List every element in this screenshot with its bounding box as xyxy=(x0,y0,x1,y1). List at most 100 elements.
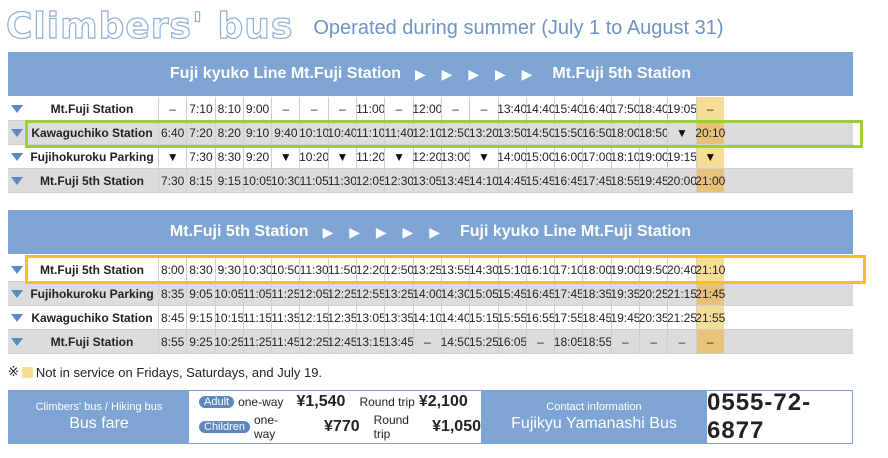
highlight-swatch xyxy=(21,366,33,378)
time-cell: 21:10 xyxy=(695,258,725,281)
time-cell: ▼ xyxy=(327,145,356,168)
time-cell: 18:00 xyxy=(582,258,612,281)
fare-footer: Climbers' bus / Hiking bus Bus fare Adul… xyxy=(8,389,853,444)
time-cell: 21:00 xyxy=(695,169,725,192)
time-cell: 12:00 xyxy=(412,97,442,120)
fare-title-block: Climbers' bus / Hiking bus Bus fare xyxy=(9,391,189,443)
time-cell: 12:05 xyxy=(299,282,329,305)
table-row: Kawaguchiko Station 6:40 7:20 8:20 9:10 9:40 1… xyxy=(8,121,853,145)
time-cell: 12:35 xyxy=(327,306,357,329)
time-cell: 12:55 xyxy=(356,282,386,305)
time-cell: 14:50 xyxy=(526,121,556,144)
station-name: Mt.Fuji Station xyxy=(26,330,158,353)
time-cell: 12:50 xyxy=(384,258,414,281)
time-cell: – xyxy=(469,97,497,120)
time-cell: 20:40 xyxy=(667,258,697,281)
time-cell: – xyxy=(271,97,299,120)
time-cell: 7:10 xyxy=(186,97,214,120)
time-cell: 18:55 xyxy=(610,169,640,192)
time-cell: 15:45 xyxy=(526,169,556,192)
station-name: Mt.Fuji 5th Station xyxy=(26,258,158,281)
time-cell: 11:10 xyxy=(356,121,385,144)
station-name: Fujihokuroku Parking xyxy=(26,282,158,305)
route-from: Fuji kyuko Line Mt.Fuji Station xyxy=(169,65,402,82)
time-cell: 14:40 xyxy=(526,97,556,120)
time-cell: 13:55 xyxy=(441,258,471,281)
time-cell: 14:10 xyxy=(469,169,499,192)
time-cell: 11:50 xyxy=(327,258,357,281)
time-cell: 14:00 xyxy=(412,282,442,305)
time-cell: 14:30 xyxy=(469,258,499,281)
time-cell: 10:25 xyxy=(214,330,244,353)
triangle-down-icon xyxy=(8,169,26,192)
time-cell: 15:55 xyxy=(497,306,527,329)
time-cell: 16:45 xyxy=(554,169,584,192)
time-cell: 9:40 xyxy=(271,121,299,144)
time-cell: 12:30 xyxy=(384,169,414,192)
time-cell: 18:45 xyxy=(582,306,612,329)
uphill-timetable: Mt.Fuji Station –7:10 8:10 9:00– – –11:00–12:… xyxy=(8,97,853,193)
time-cell: 18:50 xyxy=(639,121,669,144)
time-cell: 8:30 xyxy=(186,258,214,281)
adult-round-price: ¥2,100 xyxy=(418,393,468,410)
time-cell: 9:25 xyxy=(186,330,214,353)
children-oneway-price: ¥770 xyxy=(324,418,360,435)
time-cell: 19:35 xyxy=(610,282,640,305)
time-cell: 16:50 xyxy=(582,121,612,144)
time-cell: 19:45 xyxy=(610,306,640,329)
time-cell: – xyxy=(299,97,327,120)
time-cell: 17:45 xyxy=(554,282,584,305)
time-cell: 20:25 xyxy=(639,282,669,305)
station-name: Kawaguchiko Station xyxy=(26,121,158,144)
time-cell: ▼ xyxy=(384,145,412,168)
round-label: Round trip xyxy=(359,395,415,409)
time-cell: 8:30 xyxy=(214,145,243,168)
time-cell: 12:25 xyxy=(299,330,329,353)
fare-big-label: Bus fare xyxy=(69,415,129,432)
time-cell: – xyxy=(158,97,186,120)
service-note: ※ Not in service on Fridays, Saturdays, … xyxy=(8,364,322,380)
time-cell: – xyxy=(525,330,554,353)
time-cell: 16:00 xyxy=(554,145,584,168)
time-cell: 15:40 xyxy=(554,97,584,120)
time-cell: 9:15 xyxy=(186,306,214,329)
triangle-down-icon xyxy=(8,330,26,353)
time-cell: 16:45 xyxy=(526,282,556,305)
time-cell: 7:20 xyxy=(186,121,214,144)
time-cell: 12:20 xyxy=(412,145,442,168)
highlight-5th-station-box xyxy=(25,255,866,284)
time-cell: 10:30 xyxy=(243,258,273,281)
adult-badge: Adult xyxy=(199,396,235,408)
time-cell: – xyxy=(412,330,441,353)
time-cell: 13:05 xyxy=(412,169,442,192)
contact-company: Fujikyu Yamanashi Bus xyxy=(511,415,677,432)
contact-block: Contact information Fujikyu Yamanashi Bu… xyxy=(481,391,707,443)
time-cell: 19:05 xyxy=(667,97,697,120)
time-cell: 18:55 xyxy=(582,330,612,353)
time-cell: 21:45 xyxy=(695,282,725,305)
children-badge: Children xyxy=(199,421,250,433)
time-cell: – xyxy=(695,330,724,353)
time-cell: 10:10 xyxy=(299,121,329,144)
time-cell: 10:15 xyxy=(214,306,244,329)
time-cell: 10:40 xyxy=(327,121,357,144)
table-row: Mt.Fuji Station –7:10 8:10 9:00– – –11:00–12:… xyxy=(8,97,853,121)
time-cell: 10:05 xyxy=(214,282,244,305)
time-cell: 12:45 xyxy=(327,330,357,353)
fare-prices: Adult one-way ¥1,540 Round trip ¥2,100 C… xyxy=(189,391,481,443)
header: Climbers' bus Operated during summer (Ju… xyxy=(5,5,724,47)
time-cell: 21:15 xyxy=(667,282,697,305)
time-cell: 8:15 xyxy=(186,169,214,192)
page-subtitle: Operated during summer (July 1 to August… xyxy=(313,17,724,39)
time-cell: 21:55 xyxy=(695,306,725,329)
triangle-down-icon xyxy=(8,258,26,281)
time-cell: 12:10 xyxy=(412,121,442,144)
triangle-down-icon xyxy=(8,306,26,329)
time-cell: 13:45 xyxy=(384,330,414,353)
time-cell: – xyxy=(639,330,667,353)
time-cell: 14:10 xyxy=(412,306,442,329)
time-cell: 15:45 xyxy=(497,282,527,305)
time-cell: 13:35 xyxy=(384,306,414,329)
time-cell: 14:45 xyxy=(497,169,527,192)
time-cell: 16:05 xyxy=(497,330,527,353)
